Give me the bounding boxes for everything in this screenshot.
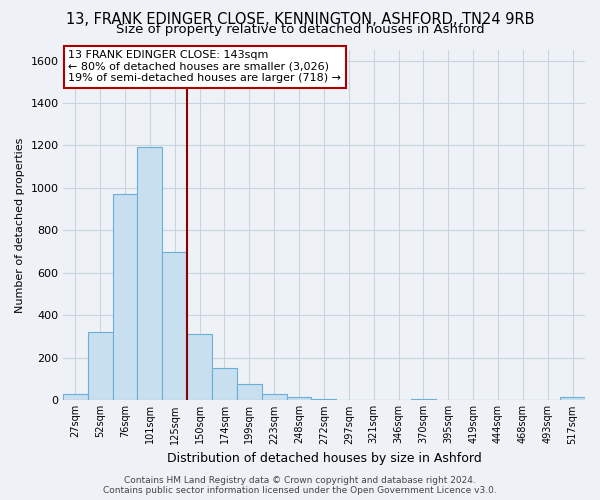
Y-axis label: Number of detached properties: Number of detached properties [15, 138, 25, 312]
Text: Contains HM Land Registry data © Crown copyright and database right 2024.
Contai: Contains HM Land Registry data © Crown c… [103, 476, 497, 495]
Bar [237, 384, 262, 400]
Bar [88, 332, 113, 400]
Bar [212, 368, 237, 400]
Bar [113, 194, 137, 400]
Bar [411, 399, 436, 400]
Bar [163, 252, 187, 400]
Bar [187, 334, 212, 400]
Text: Size of property relative to detached houses in Ashford: Size of property relative to detached ho… [116, 22, 484, 36]
Bar [560, 397, 585, 400]
Bar [63, 394, 88, 400]
Bar [311, 399, 337, 400]
Text: 13, FRANK EDINGER CLOSE, KENNINGTON, ASHFORD, TN24 9RB: 13, FRANK EDINGER CLOSE, KENNINGTON, ASH… [66, 12, 534, 28]
Bar [262, 394, 287, 400]
Bar [137, 146, 163, 400]
Text: 13 FRANK EDINGER CLOSE: 143sqm
← 80% of detached houses are smaller (3,026)
19% : 13 FRANK EDINGER CLOSE: 143sqm ← 80% of … [68, 50, 341, 83]
X-axis label: Distribution of detached houses by size in Ashford: Distribution of detached houses by size … [167, 452, 481, 465]
Bar [287, 397, 311, 400]
